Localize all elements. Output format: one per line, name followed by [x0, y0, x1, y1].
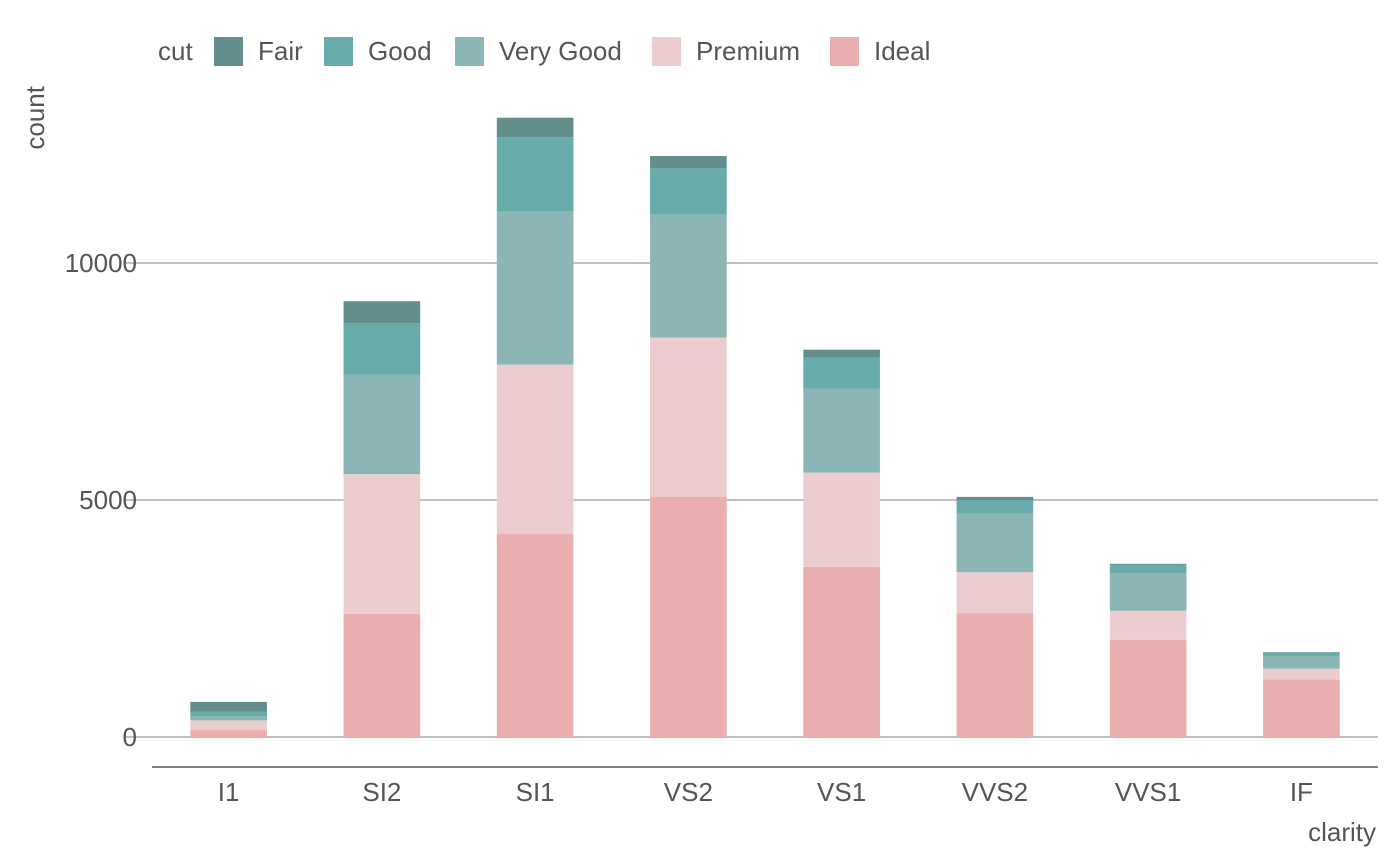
bar-vs2-very-good: [650, 214, 727, 338]
bar-si2-ideal: [343, 613, 421, 737]
x-tick-label-vvs1: VVS1: [1115, 777, 1182, 807]
legend-swatch-good: [324, 37, 353, 66]
y-tick-label: 0: [123, 722, 137, 752]
bar-i1-good: [190, 711, 267, 717]
gridlines: [125, 262, 1378, 738]
bar-vs1-premium: [803, 472, 880, 567]
legend-swatch-ideal: [830, 37, 859, 66]
y-tick-labels: 0 5000 10000: [65, 248, 137, 752]
bar-si1-good: [496, 137, 574, 212]
legend: cut Fair Good Very Good Premium Ideal: [158, 36, 930, 66]
x-tick-label-i1: I1: [218, 777, 240, 807]
bar-i1-premium: [190, 720, 267, 731]
bar-if-premium: [1263, 668, 1340, 680]
bars: [190, 117, 1340, 737]
bar-vs1-fair: [803, 349, 880, 358]
x-axis-title: clarity: [1308, 817, 1376, 847]
bar-si2-very-good: [343, 374, 421, 475]
bar-vs2-good: [650, 168, 727, 215]
bar-if-good: [1263, 652, 1340, 656]
legend-label-good: Good: [368, 36, 432, 66]
bar-vvs1-good: [1109, 564, 1187, 574]
x-tick-labels: I1 SI2 SI1 VS2 VS1 VVS2 VVS1 IF: [218, 777, 1313, 807]
x-tick-label-si2: SI2: [362, 777, 401, 807]
bar-vvs2-premium: [956, 572, 1034, 614]
bar-si1-fair: [496, 117, 574, 138]
y-axis-title: count: [20, 85, 50, 149]
y-tick-label: 5000: [79, 485, 137, 515]
legend-swatch-fair: [214, 37, 243, 66]
bar-si2-fair: [343, 301, 421, 324]
bar-vs2-ideal: [650, 496, 727, 737]
legend-label-ideal: Ideal: [874, 36, 930, 66]
bar-si1-very-good: [496, 211, 574, 365]
bar-vvs2-good: [956, 500, 1034, 514]
y-tick-label: 10000: [65, 248, 137, 278]
bar-vs1-very-good: [803, 388, 880, 473]
bar-si1-ideal: [496, 534, 574, 737]
x-tick-label-vvs2: VVS2: [962, 777, 1029, 807]
legend-label-fair: Fair: [258, 36, 303, 66]
legend-swatch-very-good: [455, 37, 484, 66]
bar-vvs1-ideal: [1109, 639, 1187, 737]
legend-label-very-good: Very Good: [499, 36, 622, 66]
bar-vvs2-very-good: [956, 513, 1034, 573]
bar-if-ideal: [1263, 679, 1340, 737]
bar-si2-good: [343, 323, 421, 375]
x-tick-label-if: IF: [1290, 777, 1313, 807]
bar-vvs2-ideal: [956, 613, 1034, 737]
bar-vs2-fair: [650, 155, 727, 169]
legend-title: cut: [158, 36, 193, 66]
bar-if-very-good: [1263, 655, 1340, 669]
bar-vvs1-premium: [1109, 610, 1187, 640]
bar-vs2-premium: [650, 337, 727, 497]
bar-vvs2-fair: [956, 496, 1034, 501]
bar-i1-ideal: [190, 730, 267, 737]
bar-vvs1-very-good: [1109, 573, 1187, 611]
bar-vvs1-fair: [1109, 563, 1187, 565]
bar-si1-premium: [496, 364, 574, 535]
bar-vs1-ideal: [803, 566, 880, 737]
x-tick-label-vs2: VS2: [664, 777, 713, 807]
x-tick-label-vs1: VS1: [817, 777, 866, 807]
bar-i1-fair: [190, 701, 267, 712]
bar-si2-premium: [343, 474, 421, 614]
legend-label-premium: Premium: [696, 36, 800, 66]
x-tick-label-si1: SI1: [516, 777, 555, 807]
bar-i1-very-good: [190, 716, 267, 721]
legend-swatch-premium: [652, 37, 681, 66]
bar-vs1-good: [803, 357, 880, 389]
